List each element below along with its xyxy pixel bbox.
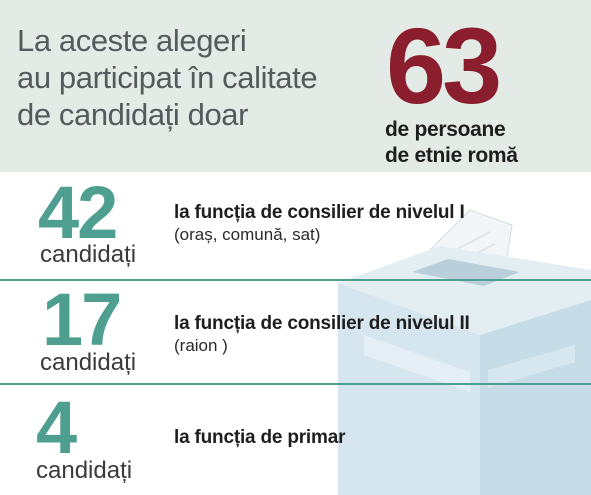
intro-line: au participat în calitate [17,60,318,95]
total-label: de persoane de etnie romă [385,117,518,169]
stat-count: 17 [42,278,122,361]
stat-role: la funcția de consilier de nivelul II [174,313,470,334]
stat-role: la funcția de primar [174,427,346,448]
total-count: 63 [386,5,502,126]
stat-detail: (raion ) [174,336,228,355]
row-divider [0,279,591,281]
row-divider [0,383,591,385]
header-band [0,0,591,172]
stat-unit: candidați [36,457,133,484]
stat-row-councillor-level-1: 42 candidați la funcția de consilier de … [0,172,591,280]
stat-count: 4 [36,386,77,469]
stat-row-mayor: 4 candidați la funcția de primar [0,385,591,495]
intro-line: de candidați doar [17,97,249,132]
intro-line: La aceste alegeri [17,23,247,58]
stat-detail: (oraș, comună, sat) [174,225,321,244]
total-label-line: de persoane [385,118,506,141]
stat-unit: candidați [40,241,137,268]
stat-row-councillor-level-2: 17 candidați la funcția de consilier de … [0,281,591,383]
total-label-line: de etnie romă [385,144,518,167]
intro-text: La aceste alegeri au participat în calit… [17,22,377,133]
stat-role: la funcția de consilier de nivelul I [174,202,465,223]
stat-unit: candidați [40,349,137,376]
stat-count: 42 [38,171,118,254]
